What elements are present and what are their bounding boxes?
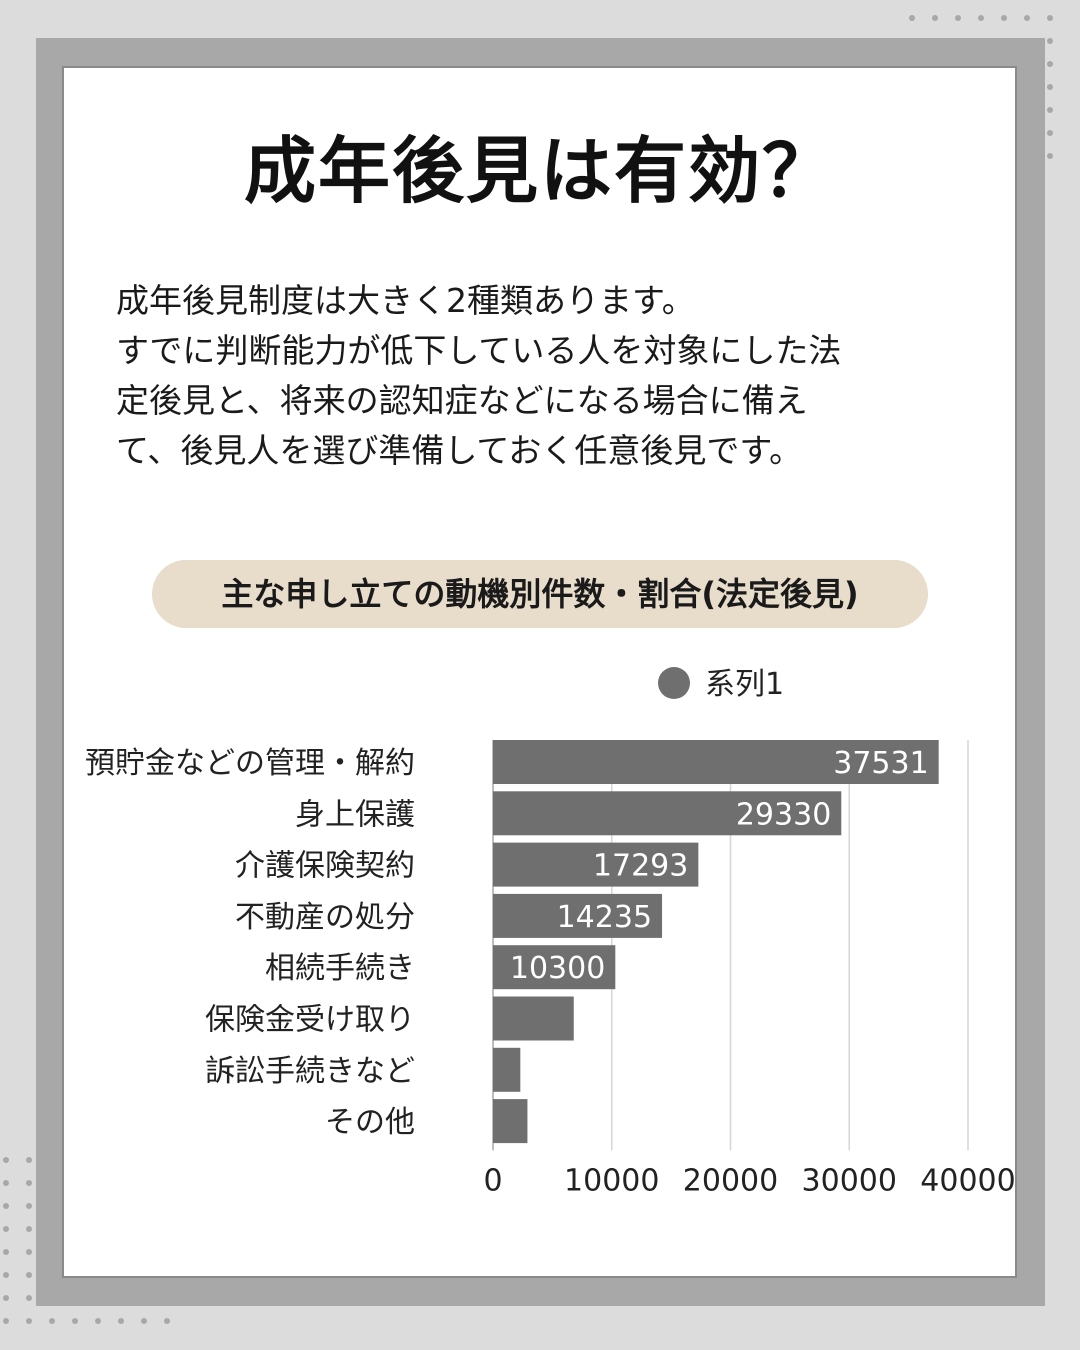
category-label: 預貯金などの管理・解約 <box>85 746 415 781</box>
x-tick-label: 0 <box>483 1163 502 1198</box>
description: 成年後見制度は大きく2種類あります。 すでに判断能力が低下している人を対象にした… <box>116 276 966 476</box>
bar <box>493 996 574 1041</box>
category-label: 介護保険契約 <box>235 849 415 884</box>
x-tick-label: 30000 <box>802 1163 897 1198</box>
description-line: 定後見と、将来の認知症などになる場合に備え <box>116 381 808 420</box>
x-tick-label: 10000 <box>564 1163 659 1198</box>
description-line: て、後見人を選び準備しておく任意後見です。 <box>116 431 803 470</box>
bar <box>493 740 939 784</box>
category-label: 保険金受け取り <box>205 1003 415 1038</box>
bar <box>493 791 842 836</box>
category-label: 相続手続き <box>265 951 415 986</box>
bar <box>493 1099 528 1144</box>
x-tick-label: 20000 <box>683 1163 778 1198</box>
data-label: 14235 <box>557 900 652 935</box>
data-label: 37531 <box>833 746 928 781</box>
x-tick-label: 40000 <box>920 1163 1015 1198</box>
description-line: すでに判断能力が低下している人を対象にした法 <box>116 331 842 370</box>
content-card <box>62 66 1017 1278</box>
bar <box>493 842 699 887</box>
bar <box>493 893 663 938</box>
category-label: 訴訟手続きなど <box>205 1054 415 1089</box>
chart-title-pill: 主な申し立ての動機別件数・割合(法定後見) <box>152 560 928 628</box>
description-line: 成年後見制度は大きく2種類あります。 <box>116 281 695 320</box>
data-label: 29330 <box>736 797 831 832</box>
bar <box>493 1047 521 1092</box>
legend-label: 系列1 <box>705 667 784 702</box>
category-label: 身上保護 <box>295 797 415 832</box>
data-label: 10300 <box>510 951 605 986</box>
legend-marker <box>658 667 690 699</box>
bar <box>493 945 616 990</box>
page-title: 成年後見は有効？ <box>243 129 836 213</box>
category-label: 不動産の処分 <box>235 900 415 935</box>
data-label: 17293 <box>593 849 688 884</box>
category-label: その他 <box>325 1105 415 1140</box>
